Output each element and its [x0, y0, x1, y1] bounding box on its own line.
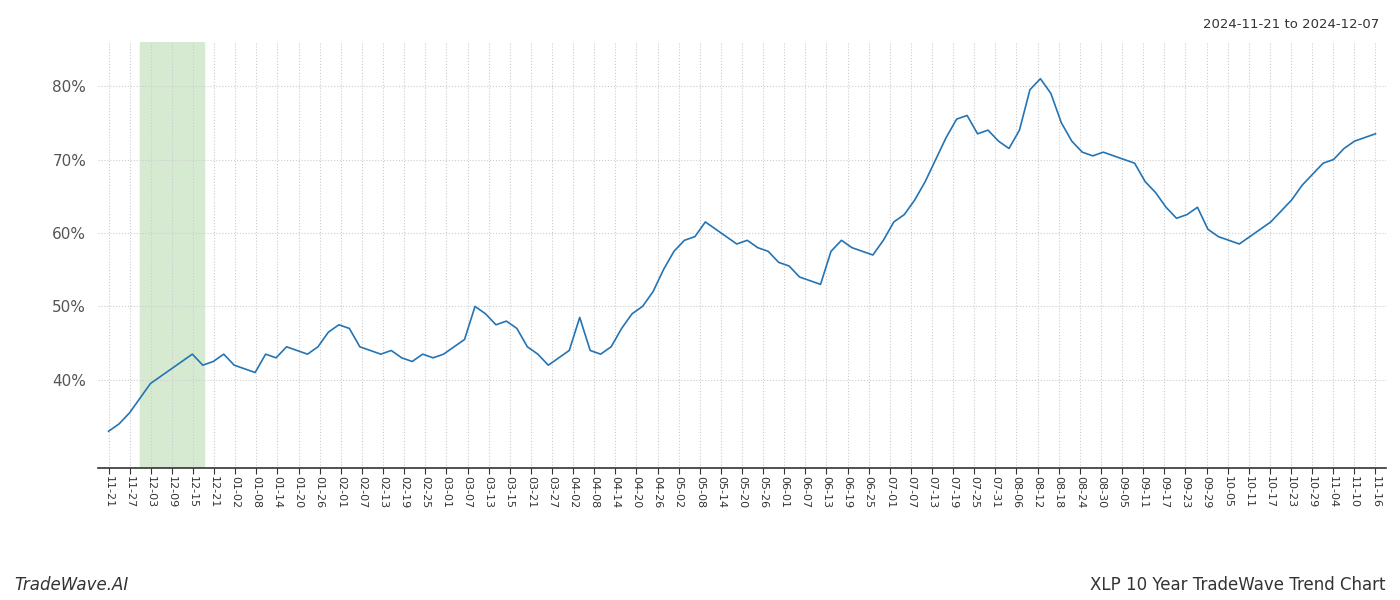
- Text: TradeWave.AI: TradeWave.AI: [14, 576, 129, 594]
- Text: 2024-11-21 to 2024-12-07: 2024-11-21 to 2024-12-07: [1203, 18, 1379, 31]
- Bar: [140, 42, 203, 468]
- Text: XLP 10 Year TradeWave Trend Chart: XLP 10 Year TradeWave Trend Chart: [1091, 576, 1386, 594]
